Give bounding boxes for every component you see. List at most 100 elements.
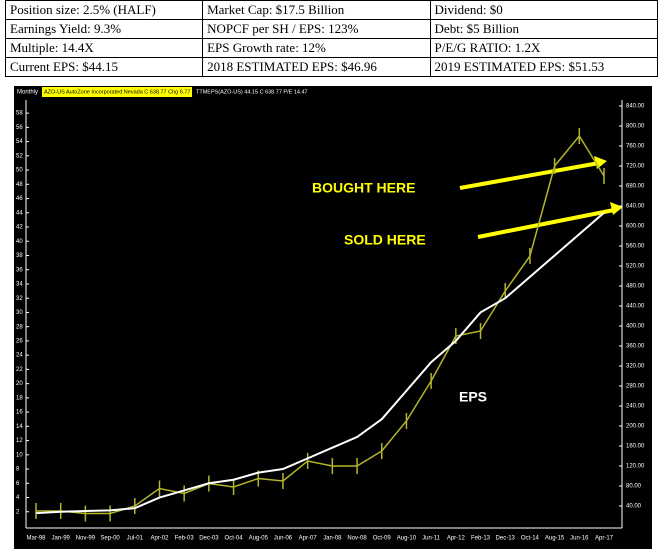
- x-tick-label: Feb-13: [471, 536, 491, 542]
- cell: P/E/G RATIO: 1.2X: [429, 38, 659, 58]
- x-tick-label: Apr-02: [150, 536, 169, 542]
- cell: 2019 ESTIMATED EPS: $51.53: [429, 57, 659, 77]
- x-tick-label: Oct-09: [373, 536, 392, 542]
- y2-tick-label: 720.00: [626, 164, 645, 170]
- y-tick-label: 8: [16, 467, 20, 473]
- x-tick-label: Nov-99: [76, 536, 96, 542]
- y2-tick-label: 440.00: [626, 304, 645, 310]
- legend-text: AZO-US AutoZone Incorporated Nevada C 63…: [44, 89, 190, 95]
- x-tick-label: Dec-13: [496, 536, 516, 542]
- y-tick-label: 26: [16, 338, 23, 344]
- y-tick-label: 2: [16, 509, 20, 515]
- series-line: [36, 134, 605, 515]
- y-tick-label: 24: [16, 353, 23, 359]
- y2-tick-label: 160.00: [626, 444, 645, 450]
- y2-tick-label: 360.00: [626, 344, 645, 350]
- x-tick-label: Aug-15: [545, 536, 565, 542]
- cell: Current EPS: $44.15: [4, 57, 204, 77]
- x-tick-label: Aug-05: [249, 536, 269, 542]
- y2-tick-label: 80.00: [626, 484, 642, 490]
- y2-tick-label: 640.00: [626, 204, 645, 210]
- x-tick-label: Apr-07: [299, 536, 318, 542]
- period-label: Monthly: [17, 90, 38, 96]
- cell: 2018 ESTIMATED EPS: $46.96: [202, 57, 431, 77]
- y2-tick-label: 520.00: [626, 264, 645, 270]
- x-tick-label: Apr-12: [447, 536, 466, 542]
- y-tick-label: 48: [16, 182, 23, 188]
- arrow: [477, 208, 615, 239]
- y-tick-label: 40: [16, 239, 23, 245]
- y-tick-label: 56: [16, 125, 23, 131]
- y-tick-label: 28: [16, 324, 23, 330]
- legend-text: TTMEPS(AZO-US) 44.15 C 638.77 P/E 14.47: [196, 89, 308, 95]
- cell: Market Cap: $17.5 Billion: [202, 0, 431, 20]
- x-tick-label: Aug-10: [397, 536, 417, 542]
- y2-tick-label: 600.00: [626, 224, 645, 230]
- y2-tick-label: 760.00: [626, 144, 645, 150]
- y-tick-label: 30: [16, 310, 23, 316]
- x-tick-label: Mar-98: [26, 536, 46, 542]
- y2-tick-label: 320.00: [626, 364, 645, 370]
- y2-tick-label: 800.00: [626, 124, 645, 130]
- x-tick-label: Dec-03: [199, 536, 219, 542]
- y-tick-label: 42: [16, 225, 23, 231]
- y-tick-label: 22: [16, 367, 23, 373]
- y2-tick-label: 480.00: [626, 284, 645, 290]
- x-tick-label: Oct-14: [521, 536, 540, 542]
- x-tick-label: Feb-03: [175, 536, 195, 542]
- y-tick-label: 16: [16, 410, 23, 416]
- x-tick-label: Jun-06: [274, 536, 293, 542]
- cell: Position size: 2.5% (HALF): [4, 0, 204, 20]
- y-tick-label: 20: [16, 381, 23, 387]
- x-tick-label: Jun-11: [422, 536, 441, 542]
- cell: Earnings Yield: 9.3%: [4, 19, 204, 39]
- x-tick-label: Jun-16: [570, 536, 589, 542]
- y2-tick-label: 840.00: [626, 104, 645, 110]
- chart-background: [14, 86, 652, 549]
- chart: Monthly AZO-US AutoZone Incorporated Nev…: [14, 86, 652, 549]
- arrow: [459, 161, 600, 190]
- y-tick-label: 46: [16, 196, 23, 202]
- y2-tick-label: 40.00: [626, 504, 642, 510]
- annotation: SOLD HERE: [344, 232, 426, 248]
- cell: Dividend: $0: [429, 0, 659, 20]
- y-tick-label: 14: [16, 424, 23, 430]
- y2-tick-label: 200.00: [626, 424, 645, 430]
- x-tick-label: Oct-04: [225, 536, 244, 542]
- y-tick-label: 34: [16, 282, 23, 288]
- y-tick-label: 38: [16, 253, 23, 259]
- cell: Debt: $5 Billion: [429, 19, 659, 39]
- y2-tick-label: 240.00: [626, 404, 645, 410]
- x-tick-label: Apr-17: [595, 536, 614, 542]
- y-tick-label: 32: [16, 296, 23, 302]
- annotation: EPS: [459, 389, 487, 405]
- y-tick-label: 50: [16, 168, 23, 174]
- y-tick-label: 6: [16, 481, 20, 487]
- y2-tick-label: 280.00: [626, 384, 645, 390]
- y-tick-label: 10: [16, 452, 23, 458]
- cell: Multiple: 14.4X: [4, 38, 204, 58]
- y2-tick-label: 120.00: [626, 464, 645, 470]
- info-table: Position size: 2.5% (HALF) Market Cap: $1…: [4, 0, 659, 77]
- x-tick-label: Jan-99: [52, 536, 71, 542]
- arrow-head: [610, 202, 623, 215]
- y-tick-label: 58: [16, 111, 23, 117]
- series-line: [35, 212, 605, 515]
- y-tick-label: 4: [16, 495, 20, 501]
- x-tick-label: Sep-00: [100, 536, 120, 542]
- y-tick-label: 36: [16, 267, 23, 273]
- cell: EPS Growth rate: 12%: [202, 38, 431, 58]
- y-tick-label: 18: [16, 395, 23, 401]
- y-tick-label: 52: [16, 153, 23, 159]
- y-tick-label: 54: [16, 139, 23, 145]
- annotation: BOUGHT HERE: [312, 180, 415, 196]
- y2-tick-label: 560.00: [626, 244, 645, 250]
- cell: NOPCF per SH / EPS: 123%: [202, 19, 431, 39]
- y-tick-label: 12: [16, 438, 23, 444]
- x-tick-label: Jan-08: [323, 536, 342, 542]
- legend-highlight: [42, 87, 192, 97]
- x-tick-label: Nov-08: [347, 536, 367, 542]
- y-tick-label: 44: [16, 210, 23, 216]
- y2-tick-label: 680.00: [626, 184, 645, 190]
- x-tick-label: Jul-01: [127, 536, 144, 542]
